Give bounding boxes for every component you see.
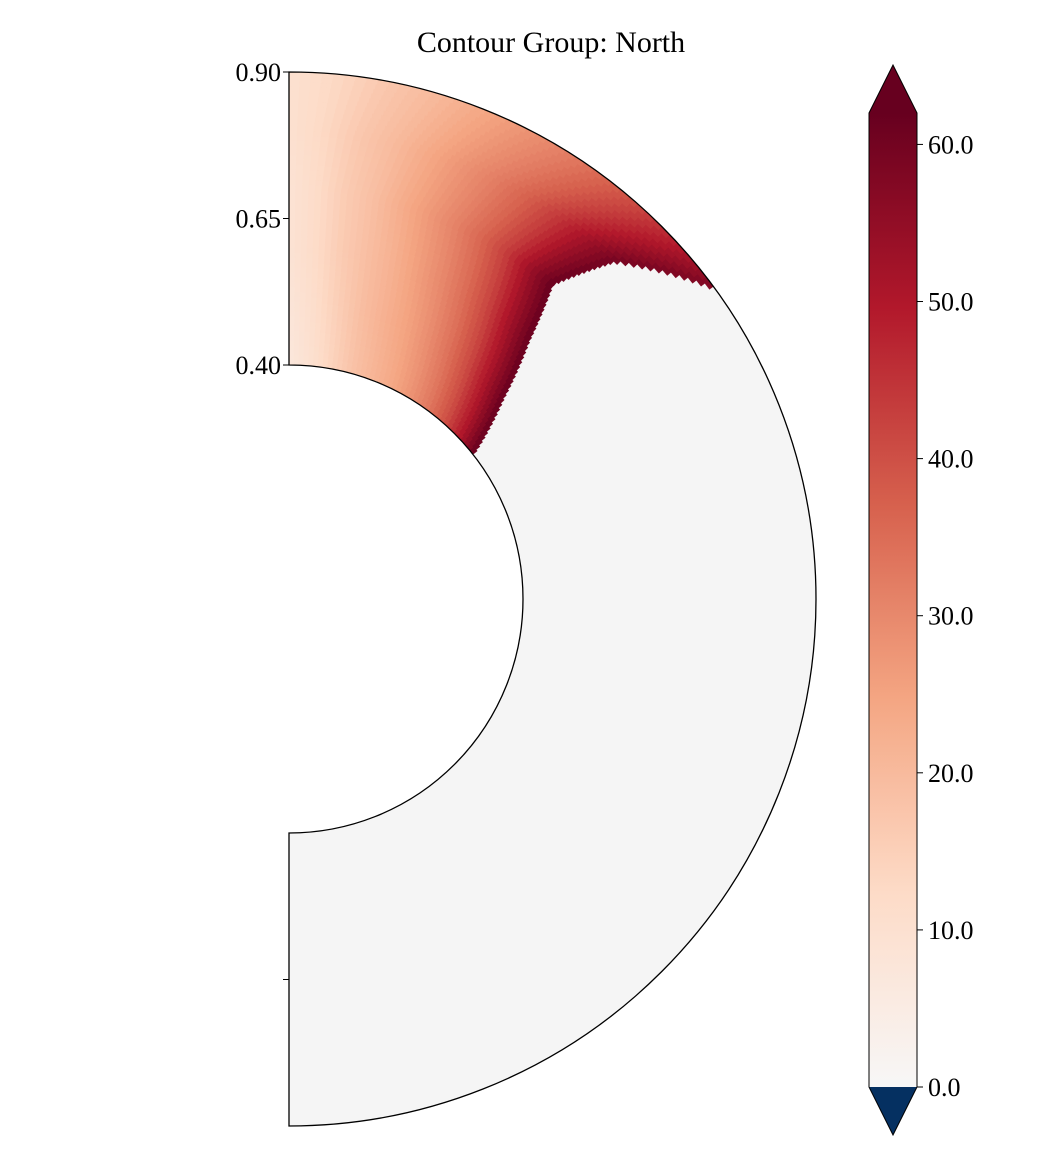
radial-tick-label: 0.90: [236, 58, 282, 87]
colorbar-tick-label: 0.0: [928, 1073, 961, 1102]
contour-cell: [527, 323, 537, 333]
colorbar-extend-over: [869, 65, 917, 113]
contour-cell: [539, 295, 549, 305]
contour-cell: [494, 400, 503, 409]
colorbar-tick-label: 50.0: [928, 288, 974, 317]
colorbar-tick-label: 40.0: [928, 445, 974, 474]
contour-cell: [537, 300, 547, 310]
contour-cell: [484, 419, 494, 428]
colorbar-tick-label: 10.0: [928, 916, 974, 945]
contour-cell: [496, 395, 505, 405]
contour-cell: [509, 367, 519, 376]
colorbar-ticks: 0.0 10.0 20.0 30.0 40.0 50.0 60.0: [917, 130, 974, 1102]
colorbar: 0.0 10.0 20.0 30.0 40.0 50.0 60.0: [868, 63, 974, 1137]
colorbar-tick-label: 20.0: [928, 759, 974, 788]
radial-tick-label: 0.65: [236, 205, 282, 234]
contour-cell: [502, 381, 512, 391]
contour-cell: [491, 405, 501, 414]
contour-cell: [529, 319, 539, 329]
contour-cell: [523, 333, 533, 343]
contour-cell: [541, 290, 551, 300]
radial-axis: 0.90 0.65 0.40: [236, 58, 289, 980]
colorbar-body: [869, 113, 917, 1087]
contour-cell: [525, 328, 535, 338]
contour-cell: [533, 309, 543, 319]
contour-cell: [531, 314, 541, 324]
contour-cell: [542, 285, 553, 295]
colorbar-tick-label: 30.0: [928, 602, 974, 631]
contour-cell: [505, 376, 514, 386]
contour-cell: [500, 386, 510, 395]
contour-cell: [535, 304, 545, 314]
contour-cell: [487, 414, 496, 424]
contour-cell: [511, 362, 521, 372]
contour-cell: [517, 347, 527, 357]
colorbar-extend-under: [869, 1087, 917, 1135]
contour-cell: [498, 390, 507, 400]
radial-tick-label: 0.40: [236, 351, 282, 380]
contour-cell: [521, 338, 531, 347]
colorbar-tick-label: 60.0: [928, 130, 974, 159]
contour-cell: [489, 410, 498, 419]
contour-cell: [519, 342, 529, 352]
chart-title: Contour Group: North: [417, 26, 685, 59]
contour-cell: [507, 372, 517, 381]
contour-cell: [515, 352, 525, 362]
contour-cell: [513, 357, 523, 367]
plot-area: 0.90 0.65 0.40: [236, 58, 817, 1127]
